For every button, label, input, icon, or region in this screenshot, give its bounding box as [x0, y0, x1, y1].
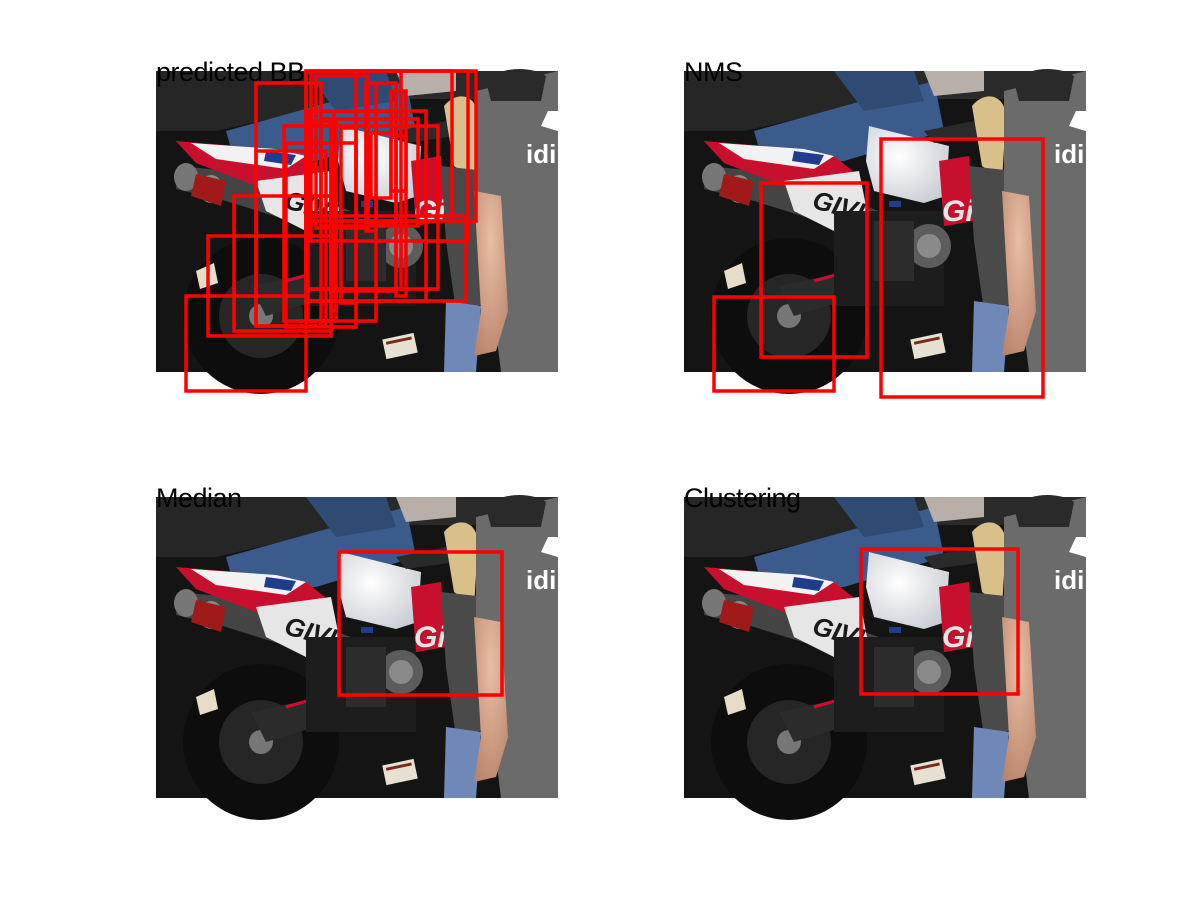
bounding-box	[369, 131, 393, 200]
bounding-box	[314, 74, 370, 230]
motorcycle-photo	[154, 67, 560, 396]
bounding-box	[304, 214, 468, 303]
motorcycle-photo	[682, 493, 1088, 822]
bounding-box	[319, 117, 420, 228]
motorcycle-photo	[154, 493, 560, 822]
bounding-boxes	[184, 69, 478, 393]
bounding-box	[354, 69, 478, 223]
bounding-box	[879, 137, 1045, 399]
bounding-box	[759, 181, 869, 359]
bounding-box	[712, 295, 836, 393]
subplot-predicted-bb: predicted BB	[154, 57, 560, 396]
panel-title: NMS	[684, 57, 743, 87]
panel-title: predicted BB	[156, 57, 305, 87]
bounding-box	[859, 547, 1020, 696]
panel-title: Median	[156, 483, 242, 513]
subplot-median: Median	[154, 483, 560, 822]
panel-title: Clustering	[684, 483, 801, 513]
subplot-clustering: Clustering	[682, 483, 1088, 822]
bounding-boxes	[712, 137, 1045, 399]
subplot-nms: NMS	[682, 57, 1088, 399]
bounding-boxes	[859, 547, 1020, 696]
motorcycle-photo	[682, 67, 1088, 399]
bounding-box	[337, 550, 504, 697]
bounding-box	[184, 294, 308, 393]
bounding-boxes	[337, 550, 504, 697]
bounding-box	[364, 81, 378, 233]
